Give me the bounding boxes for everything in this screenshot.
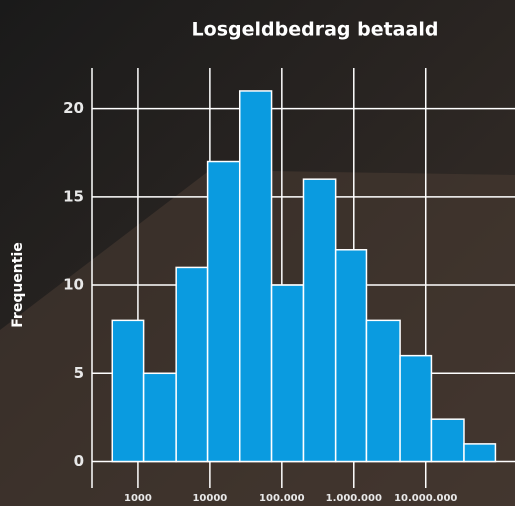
y-tick-label: 5 xyxy=(74,364,84,382)
y-tick-label: 20 xyxy=(63,99,84,117)
bar xyxy=(206,160,241,463)
chart-title: Losgeldbedrag betaald xyxy=(192,19,439,41)
y-tick-label: 0 xyxy=(74,452,84,470)
bar xyxy=(142,372,177,463)
bar xyxy=(238,90,273,463)
bar xyxy=(175,266,209,463)
bar xyxy=(334,249,368,463)
y-axis-label: Frequentie xyxy=(10,242,26,328)
bar xyxy=(270,284,305,463)
bar xyxy=(302,178,337,463)
bar xyxy=(399,354,433,463)
x-tick-label: 1.000.000 xyxy=(326,493,382,504)
bar xyxy=(365,319,401,463)
bar xyxy=(463,443,497,463)
x-tick-label: 100.000 xyxy=(259,493,305,504)
y-tick-label: 10 xyxy=(63,276,84,294)
x-tick-label: 1000 xyxy=(124,493,152,504)
y-tick-label: 15 xyxy=(63,187,84,205)
x-tick-label: 10.000.000 xyxy=(394,493,457,504)
x-tick-label: 10000 xyxy=(192,493,227,504)
bar xyxy=(430,418,465,463)
bar xyxy=(111,319,145,463)
